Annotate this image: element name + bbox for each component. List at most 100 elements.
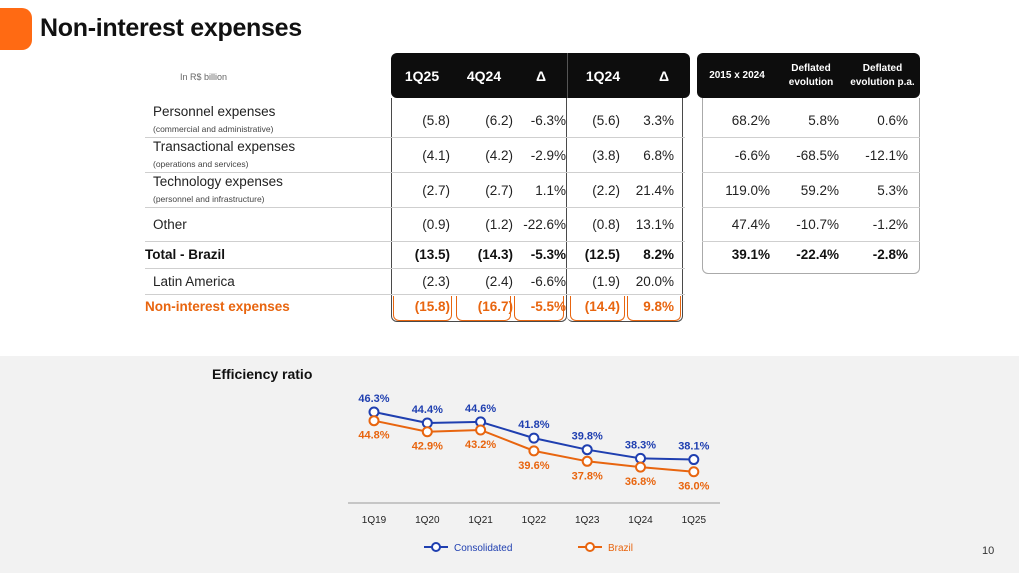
cell-deflated-pa: -1.2% xyxy=(872,217,908,232)
highlight-delta-qoq xyxy=(514,296,564,321)
header-1q25: 1Q25 xyxy=(404,67,440,84)
legend-swatch-marker xyxy=(431,542,441,552)
header-deflated-evolution-pa: Deflated evolution p.a. xyxy=(850,62,915,88)
cell-2015-2024: -6.6% xyxy=(734,148,770,163)
cell-1q25: (0.9) xyxy=(422,217,450,232)
row-divider xyxy=(145,241,685,242)
cell-4q24: (16.7) xyxy=(477,299,513,314)
data-label: 38.3% xyxy=(625,439,656,451)
row-label: Personnel expenses xyxy=(153,104,276,119)
cell-4q24: (1.2) xyxy=(485,217,513,232)
unit-label: In R$ billion xyxy=(180,72,228,82)
cell-delta-qoq: -5.5% xyxy=(530,299,566,314)
data-label: 43.2% xyxy=(465,439,496,451)
data-point xyxy=(581,444,593,456)
row-sublabel: (operations and services) xyxy=(153,159,249,169)
data-point xyxy=(368,406,380,418)
legend-label: Brazil xyxy=(608,543,633,554)
legend-swatch-marker xyxy=(585,542,595,552)
highlight-delta-yoy xyxy=(627,296,681,321)
data-label: 44.4% xyxy=(412,404,443,416)
data-label: 38.1% xyxy=(678,441,709,453)
cell-deflated-pa: 0.6% xyxy=(877,113,908,128)
cell-4q24: (2.7) xyxy=(485,183,513,198)
cell-deflated-pa: -12.1% xyxy=(865,148,908,163)
highlight-4q24 xyxy=(456,296,511,321)
cell-delta-yoy: 9.8% xyxy=(643,299,674,314)
x-tick-label: 1Q23 xyxy=(575,515,600,526)
header-4q24: 4Q24 xyxy=(466,67,502,84)
cell-2015-2024: 68.2% xyxy=(731,113,770,128)
row-divider xyxy=(702,207,920,208)
cell-1q25: (5.8) xyxy=(422,113,450,128)
row-label: Transactional expenses xyxy=(153,139,296,154)
table-row-personnel: Personnel expenses (commercial and admin… xyxy=(145,104,920,138)
cell-1q24: (14.4) xyxy=(584,299,620,314)
cell-delta-qoq: 1.1% xyxy=(535,183,566,198)
data-label: 44.8% xyxy=(358,430,389,442)
data-point xyxy=(688,454,700,466)
data-point xyxy=(688,466,700,478)
data-point xyxy=(635,461,646,473)
x-tick-label: 1Q24 xyxy=(628,515,653,526)
data-point xyxy=(528,445,540,457)
row-label: Total - Brazil xyxy=(145,247,226,262)
cell-delta-yoy: 6.8% xyxy=(643,148,674,163)
row-divider xyxy=(145,268,685,269)
data-label: 44.6% xyxy=(465,403,496,415)
data-point xyxy=(475,424,487,436)
table-row-latin-america: Latin America (2.3) (2.4) -6.6% (1.9) 20… xyxy=(145,269,920,294)
data-point xyxy=(635,452,646,464)
data-label: 36.0% xyxy=(678,481,709,493)
table-header-side: 2015 x 2024 Deflated evolution Deflated … xyxy=(697,53,920,98)
row-divider xyxy=(702,172,920,173)
data-point xyxy=(368,415,380,427)
data-point xyxy=(421,426,433,438)
cell-delta-qoq: -6.6% xyxy=(530,274,566,289)
cell-4q24: (4.2) xyxy=(485,148,513,163)
cell-2015-2024: 39.1% xyxy=(731,247,770,262)
cell-delta-qoq: -6.3% xyxy=(530,113,566,128)
table-row-total-brazil: Total - Brazil (13.5) (14.3) -5.3% (12.5… xyxy=(145,242,920,268)
data-label: 42.9% xyxy=(412,441,443,453)
cell-1q25: (2.3) xyxy=(422,274,450,289)
data-label: 46.3% xyxy=(358,393,389,405)
legend-label: Consolidated xyxy=(454,543,512,554)
chart-background xyxy=(0,356,1019,573)
x-tick-label: 1Q21 xyxy=(468,515,493,526)
data-label: 39.6% xyxy=(518,460,549,472)
row-divider xyxy=(702,137,920,138)
row-divider xyxy=(145,294,685,295)
cell-deflated-pa: -2.8% xyxy=(872,247,908,262)
table-row-non-interest-expenses: Non-interest expenses (15.8) (16.7) -5.5… xyxy=(145,295,920,321)
row-divider xyxy=(145,172,685,173)
data-point xyxy=(421,417,433,429)
table-frame-side xyxy=(702,98,920,274)
row-label: Other xyxy=(153,217,187,232)
data-point xyxy=(528,432,540,444)
row-label: Latin America xyxy=(153,274,235,289)
row-divider xyxy=(145,137,685,138)
chart-title: Efficiency ratio xyxy=(212,366,313,382)
cell-4q24: (14.3) xyxy=(477,247,513,262)
header-delta-yoy: Δ xyxy=(658,67,670,84)
cell-4q24: (2.4) xyxy=(485,274,513,289)
cell-delta-qoq: -5.3% xyxy=(530,247,566,262)
row-divider xyxy=(702,241,920,242)
cell-deflated-pa: 5.3% xyxy=(877,183,908,198)
table-row-transactional: Transactional expenses (operations and s… xyxy=(145,139,920,173)
cell-deflated: -68.5% xyxy=(796,148,839,163)
table-frame-left xyxy=(391,98,567,322)
cell-2015-2024: 47.4% xyxy=(731,217,770,232)
cell-1q25: (15.8) xyxy=(414,299,450,314)
data-label: 37.8% xyxy=(572,470,603,482)
highlight-1q25 xyxy=(393,296,452,321)
accent-block xyxy=(0,8,32,50)
header-1q24: 1Q24 xyxy=(585,67,621,84)
cell-delta-qoq: -22.6% xyxy=(523,217,566,232)
cell-delta-qoq: -2.9% xyxy=(530,148,566,163)
cell-1q25: (4.1) xyxy=(422,148,450,163)
row-sublabel: (commercial and administrative) xyxy=(153,124,274,134)
table-frame-right xyxy=(567,98,683,322)
